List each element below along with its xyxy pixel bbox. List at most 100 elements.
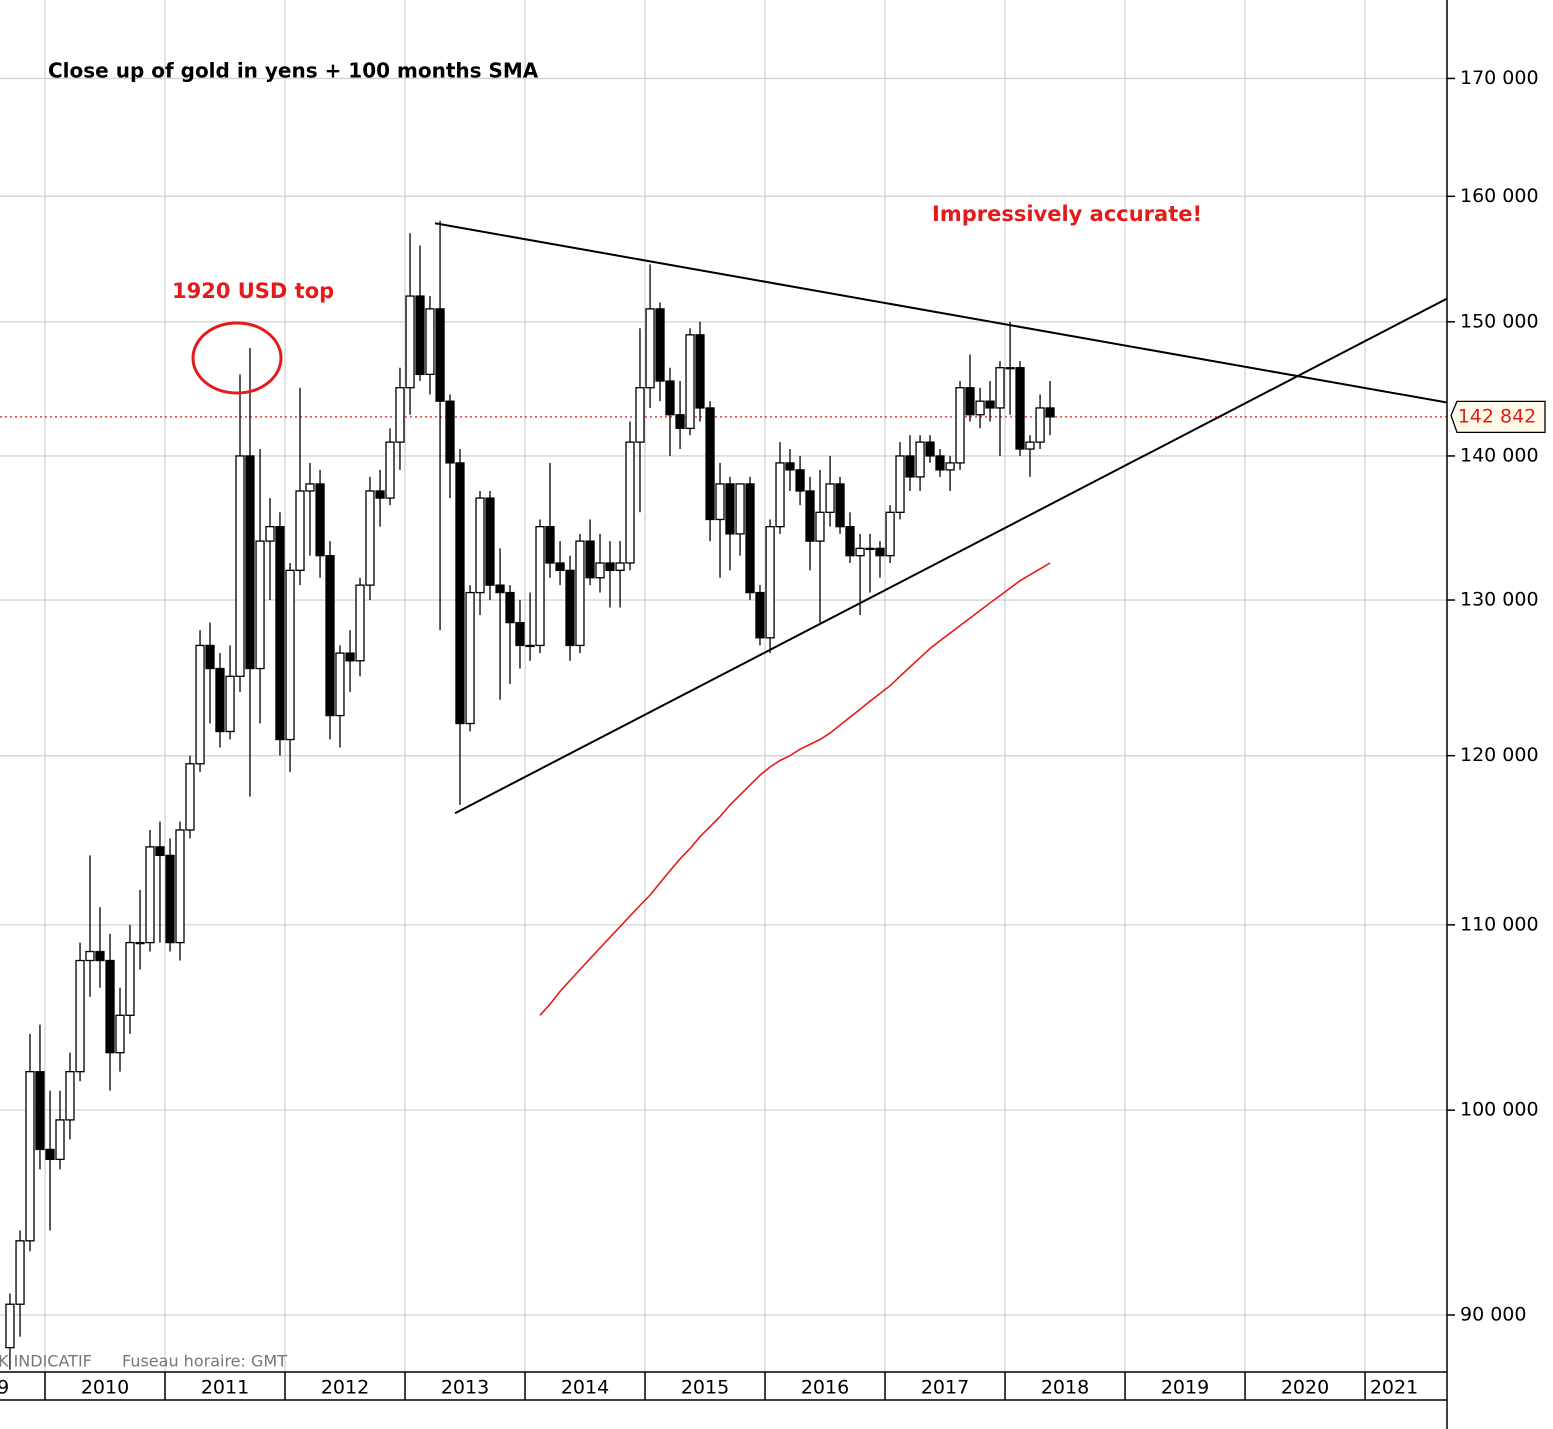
candle-body [195, 644, 205, 765]
candle-body [945, 462, 955, 471]
candle-body [315, 483, 325, 557]
candle-body [35, 1071, 45, 1151]
y-tick-label: 130 000 [1460, 589, 1539, 611]
candle-body [745, 483, 755, 594]
last-price-label: 142 842 [1458, 405, 1537, 427]
y-tick-label: 120 000 [1460, 744, 1539, 766]
candle-body [825, 483, 835, 513]
candle-body [795, 469, 805, 492]
candle-body [225, 675, 235, 733]
candle-body [605, 562, 615, 572]
candle-body [565, 569, 575, 647]
candle-body [1015, 367, 1025, 450]
x-tick-label: 2014 [561, 1377, 609, 1399]
source-note: K INDICATIF [0, 1352, 92, 1371]
x-tick-label: 2012 [321, 1377, 369, 1399]
plot-area [0, 220, 1447, 1370]
candle-body [275, 526, 285, 741]
trendline [434, 222, 1448, 404]
candle-body [645, 308, 655, 389]
candle-body [625, 441, 635, 564]
candle-body [1005, 367, 1015, 370]
x-tick-label: 2011 [201, 1377, 249, 1399]
last-price-box [1450, 400, 1546, 434]
candle-body [575, 540, 585, 647]
candle-body [285, 569, 295, 741]
candle-body [835, 483, 845, 528]
y-tick-label: 90 000 [1460, 1304, 1526, 1326]
candle-body [515, 621, 525, 647]
candle-body [115, 1014, 125, 1054]
candle-body [175, 829, 185, 944]
candle-body [235, 455, 245, 677]
x-tick-label: 2018 [1041, 1377, 1089, 1399]
candle-body [615, 562, 625, 572]
chart-title: Close up of gold in yens + 100 months SM… [48, 59, 539, 83]
candle-body [585, 540, 595, 579]
candle-body [205, 644, 215, 670]
candle-body [85, 950, 95, 962]
candle-body [255, 540, 265, 670]
x-tick-label: 2013 [441, 1377, 489, 1399]
candle-body [965, 387, 975, 416]
candle-body [375, 490, 385, 499]
candle-body [25, 1071, 35, 1242]
candle-body [1035, 407, 1045, 443]
candle-body [265, 526, 275, 542]
candle-body [675, 414, 685, 430]
y-tick-label: 110 000 [1460, 913, 1539, 935]
candle-body [165, 854, 175, 944]
candle-body [885, 511, 895, 557]
x-tick-label: 2017 [921, 1377, 969, 1399]
candle-body [555, 562, 565, 572]
axes: 90 000 100 000 110 000 120 000 130 000 140 00… [0, 67, 1546, 1400]
candle-body [15, 1240, 25, 1305]
annotation: 1920 USD top [172, 279, 334, 303]
candle-body [545, 526, 555, 564]
candle-body [665, 380, 675, 416]
candle-body [5, 1303, 15, 1349]
candle-body [385, 441, 395, 499]
candle-body [895, 455, 905, 513]
candle-body [735, 483, 745, 535]
candle-body [705, 407, 715, 521]
candle-body [1025, 441, 1035, 450]
candle-body [95, 950, 105, 962]
candle-body [185, 763, 195, 831]
candle-body [425, 308, 435, 376]
candle-body [125, 941, 135, 1016]
candle-body [505, 591, 515, 624]
candle-body [955, 387, 965, 464]
x-tick-label: 2009 [0, 1377, 9, 1399]
candle-body [45, 1148, 55, 1161]
candle-body [935, 455, 945, 471]
x-tick-label: 2020 [1281, 1377, 1329, 1399]
candle-body [925, 441, 935, 457]
highlight-circle [191, 321, 283, 395]
candle-body [975, 400, 985, 416]
candle-body [755, 591, 765, 639]
y-tick-label: 160 000 [1460, 185, 1539, 207]
candle-body [765, 526, 775, 639]
candle-body [695, 334, 705, 409]
candle-body [1045, 407, 1055, 418]
candle-body [455, 462, 465, 725]
candle-body [365, 490, 375, 586]
candle-body [305, 483, 315, 492]
candle-body [525, 644, 535, 648]
candle-body [495, 584, 505, 594]
annotation: Impressively accurate! [932, 202, 1202, 226]
candle-body [465, 591, 475, 725]
y-tick-label: 140 000 [1460, 444, 1539, 466]
candle-body [915, 441, 925, 478]
candle-body [685, 334, 695, 430]
x-tick-label: 2019 [1161, 1377, 1209, 1399]
candle-body [855, 547, 865, 557]
candle-body [155, 846, 165, 857]
candle-body [245, 455, 255, 670]
candle-body [715, 483, 725, 521]
candle-body [105, 959, 115, 1054]
y-tick-label: 100 000 [1460, 1099, 1539, 1121]
